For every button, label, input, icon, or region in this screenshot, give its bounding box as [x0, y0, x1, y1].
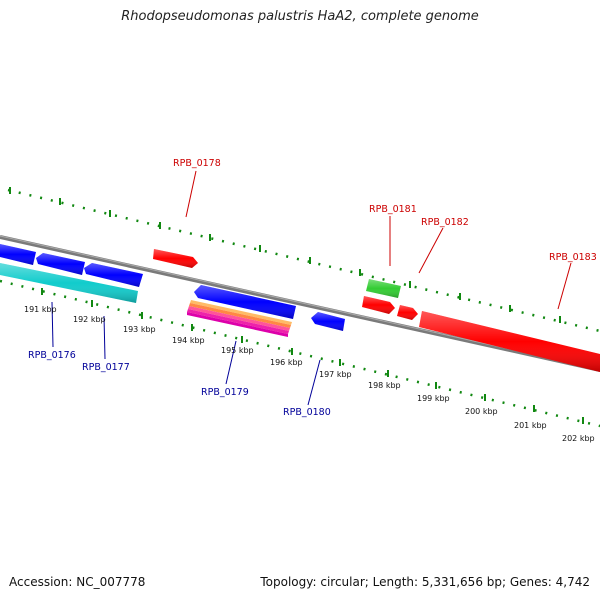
gene-label-rpb-0180[interactable]: RPB_0180 — [283, 407, 331, 418]
gene-labels: RPB_0178 RPB_0181 RPB_0182 RPB_0183 RPB_… — [28, 158, 597, 418]
map-title: Rhodopseudomonas palustris HaA2, complet… — [121, 9, 479, 24]
gene-label-rpb-0179[interactable]: RPB_0179 — [201, 387, 249, 398]
reverse-dotted-track — [0, 279, 600, 428]
reverse-genes — [0, 244, 345, 337]
tick-label: 202 kbp — [562, 434, 595, 443]
tick-label: 196 kbp — [270, 358, 303, 367]
genome-backbone — [0, 235, 600, 372]
tick-label: 195 kbp — [221, 346, 254, 355]
tick-label: 200 kbp — [465, 407, 498, 416]
tick-label: 191 kbp — [24, 305, 57, 314]
gene-label-rpb-0177[interactable]: RPB_0177 — [82, 362, 130, 373]
gene-label-rpb-0183[interactable]: RPB_0183 — [549, 252, 597, 263]
tick-label: 193 kbp — [123, 325, 156, 334]
gene-label-rpb-0178[interactable]: RPB_0178 — [173, 158, 221, 169]
gene-label-rpb-0176[interactable]: RPB_0176 — [28, 350, 76, 361]
accession-text: Accession: NC_007778 — [9, 575, 146, 589]
tick-label: 201 kbp — [514, 421, 547, 430]
track-ticks — [9, 187, 584, 424]
tick-label: 198 kbp — [368, 381, 401, 390]
tick-label: 194 kbp — [172, 336, 205, 345]
tick-label: 192 kbp — [73, 315, 106, 324]
label-leaders — [51, 170, 572, 406]
genome-summary: Topology: circular; Length: 5,331,656 bp… — [260, 575, 590, 589]
gene-label-rpb-0182[interactable]: RPB_0182 — [421, 217, 469, 228]
forward-genes — [153, 249, 600, 372]
gene-label-rpb-0181[interactable]: RPB_0181 — [369, 204, 417, 215]
scale-labels: 191 kbp 192 kbp 193 kbp 194 kbp 195 kbp … — [24, 305, 595, 443]
tick-label: 199 kbp — [417, 394, 450, 403]
forward-dotted-track — [7, 188, 600, 333]
tick-label: 197 kbp — [319, 370, 352, 379]
striped-feature[interactable] — [187, 300, 292, 337]
